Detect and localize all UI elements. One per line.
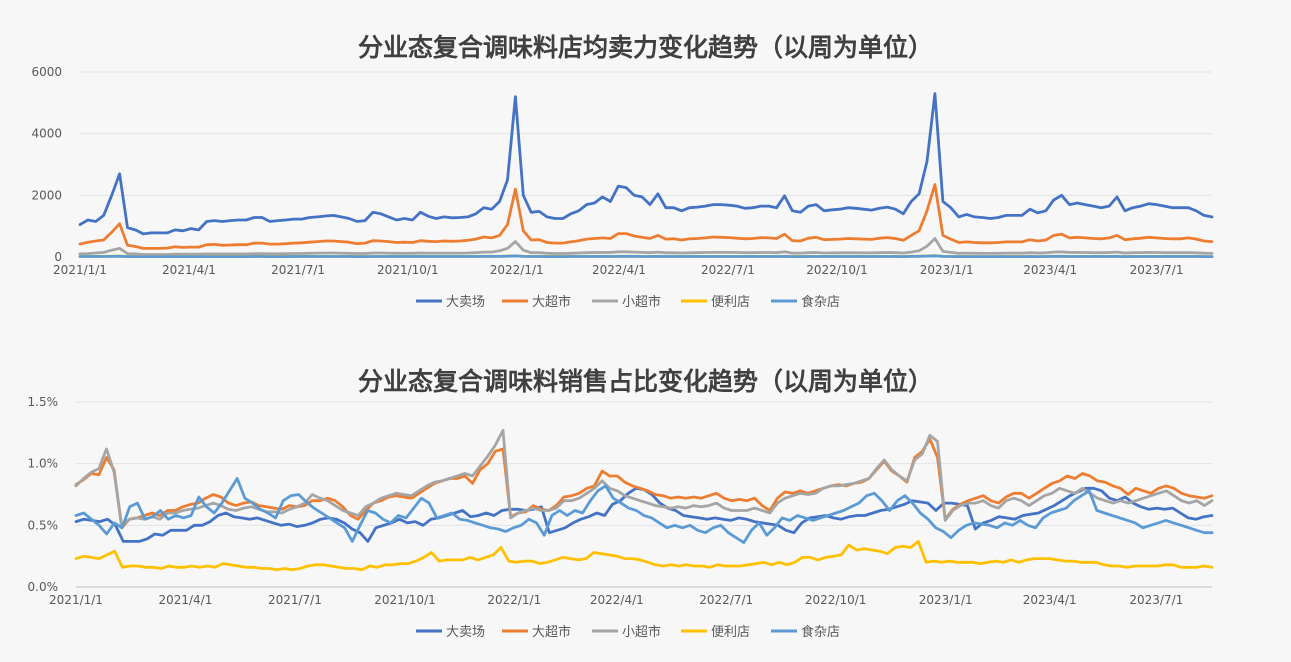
y-tick-label: 6000: [31, 65, 62, 79]
series-line-1: [78, 92, 1214, 236]
chart-2-title: 分业态复合调味料销售占比变化趋势（以周为单位）: [357, 367, 933, 396]
y-tick-label: 2000: [31, 188, 62, 202]
y-tick-label: 0: [54, 250, 62, 264]
x-tick-label: 2022/4/1: [592, 263, 646, 277]
series-line-4: [74, 540, 1214, 572]
x-tick-label: 2022/10/1: [806, 263, 868, 277]
chart-1-title: 分业态复合调味料店均卖力变化趋势（以周为单位）: [357, 33, 933, 62]
y-tick-label: 1.5%: [28, 395, 59, 409]
chart-2: 0.0% 0.5% 1.0% 1.5% 2021/1/1 2021/4/1 2021/7/1…: [28, 395, 1214, 640]
x-tick-label: 2021/4/1: [162, 263, 216, 277]
chart-1: 0 2000 4000 6000 2021/1/1 2021/4/1 2021/7/1 202…: [31, 65, 1214, 310]
series-line-3: [78, 237, 1214, 256]
x-tick-label: 2022/4/1: [590, 593, 644, 607]
x-tick-label: 2021/4/1: [158, 593, 212, 607]
x-tick-label: 2023/1/1: [920, 263, 974, 277]
x-tick-label: 2021/1/1: [49, 593, 103, 607]
x-tick-label: 2021/1/1: [53, 263, 107, 277]
legend-entry: 小超市: [622, 624, 661, 640]
x-tick-label: 2022/1/1: [487, 593, 541, 607]
series-line-2: [78, 183, 1214, 250]
x-tick-label: 2023/7/1: [1129, 593, 1183, 607]
x-tick-label: 2022/7/1: [701, 263, 755, 277]
legend-entry: 小超市: [622, 294, 661, 310]
x-tick-label: 2022/10/1: [805, 593, 867, 607]
x-tick-label: 2023/4/1: [1023, 593, 1077, 607]
series-line-2: [74, 437, 1214, 530]
x-tick-label: 2022/7/1: [699, 593, 753, 607]
x-tick-label: 2021/10/1: [374, 593, 436, 607]
series-line-5: [78, 254, 1214, 259]
legend-entry: 食杂店: [801, 294, 840, 310]
legend-entry: 便利店: [711, 295, 750, 310]
legend-entry: 便利店: [711, 625, 750, 640]
x-tick-label: 2023/1/1: [919, 593, 973, 607]
legend-entry: 大卖场: [446, 295, 485, 310]
x-tick-label: 2021/7/1: [271, 263, 325, 277]
y-tick-label: 0.5%: [28, 518, 59, 532]
legend-entry: 大超市: [532, 624, 571, 640]
series-line-5: [74, 477, 1214, 544]
x-tick-label: 2021/7/1: [268, 593, 322, 607]
y-tick-label: 1.0%: [28, 457, 59, 471]
legend-entry: 食杂店: [801, 624, 840, 640]
x-tick-label: 2022/1/1: [490, 263, 544, 277]
x-tick-label: 2023/7/1: [1130, 263, 1184, 277]
y-tick-label: 0.0%: [28, 580, 59, 594]
x-tick-label: 2021/10/1: [377, 263, 439, 277]
y-tick-label: 4000: [31, 127, 62, 141]
legend-entry: 大超市: [532, 294, 571, 310]
x-tick-label: 2023/4/1: [1023, 263, 1077, 277]
legend-entry: 大卖场: [446, 625, 485, 640]
